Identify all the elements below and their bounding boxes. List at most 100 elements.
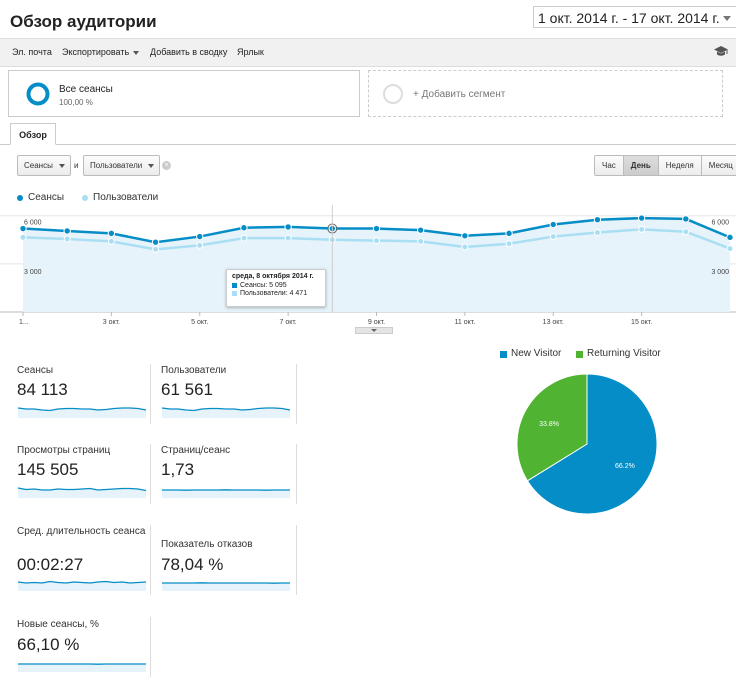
metric-divider [296,525,297,595]
chart-resize-handle[interactable] [355,327,393,334]
sessions-point[interactable] [416,226,425,234]
y-tick-label-left: 3 000 [24,269,42,276]
sparkline-area [162,582,290,591]
metric-value: 00:02:27 [17,555,84,574]
pie-slice-new-visitor[interactable] [526,373,658,515]
sessions-point[interactable] [593,216,602,224]
sessions-point[interactable] [505,229,513,238]
y-axis-ticks: 6 000 6 000 3 000 3 000 [24,220,729,276]
metric-divider [150,525,151,595]
secondary-metric-select[interactable]: Пользователи [83,155,160,176]
period-hour-button[interactable]: Час [595,156,624,175]
x-tick-label: 5 окт. [191,319,208,326]
tab-overview[interactable]: Обзор [10,123,56,145]
y-tick-label-right: 6 000 [711,220,729,227]
x-tick-label: 15 окт. [631,319,652,326]
sessions-point[interactable] [372,224,381,233]
add-segment-label: + Добавить сегмент [413,89,506,100]
users-point[interactable] [726,245,734,253]
date-range-label: 1 окт. 2014 г. - 17 окт. 2014 г. [538,10,720,26]
metric-label: Показатель отказов [161,539,253,550]
metric-divider [296,364,297,424]
users-point[interactable] [505,240,513,248]
pie-legend-new-visitor-swatch [500,351,507,358]
users-point[interactable] [63,235,71,243]
users-point[interactable] [240,234,248,242]
pie-label-new-visitor: 66.2% [615,463,635,470]
users-point[interactable] [461,243,469,251]
x-tick-label: 1... [19,319,29,326]
metric-label: Просмотры страниц [17,445,111,456]
users-point[interactable] [152,245,160,253]
sessions-line-chart[interactable]: 6 000 6 000 3 000 3 000 1... 3 окт. 5 окт. 7 о… [0,205,736,330]
graduation-cap-icon[interactable] [713,44,729,58]
report-toolbar: Эл. почта Экспортировать Добавить в свод… [0,38,736,67]
sparkline-area [18,664,146,672]
add-segment-button[interactable]: + Добавить сегмент [368,70,723,117]
tooltip-sessions-value: Сеансы: 5 095 [240,282,287,289]
users-point[interactable] [682,228,690,236]
sessions-point[interactable] [549,220,557,229]
metric-value: 1,73 [161,460,195,479]
primary-metric-select[interactable]: Сеансы [17,155,71,176]
period-week-button[interactable]: Неделя [658,156,702,175]
caret-down-icon [371,329,377,332]
sparkline [18,663,146,672]
sessions-point[interactable] [151,238,160,246]
x-tick-label: 13 окт. [543,319,564,326]
sessions-point[interactable] [682,215,690,223]
users-point[interactable] [549,233,557,241]
tooltip-date: среда, 8 октября 2014 г. [232,273,314,280]
users-point[interactable] [19,233,27,241]
period-selector: Час День Неделя Месяц [594,155,736,176]
users-point[interactable] [284,234,292,242]
empty-segment-ring-icon [383,84,403,104]
remove-metric-icon[interactable]: × [162,161,171,170]
pie-legend-returning-visitor-label[interactable]: Returning Visitor [587,348,661,359]
chevron-down-icon [723,16,731,21]
pie-slice-returning-visitor[interactable] [516,373,588,482]
sparkline-area [162,489,290,498]
sessions-point[interactable] [726,233,734,242]
users-point[interactable] [373,237,380,245]
sessions-point[interactable] [63,227,71,235]
users-point[interactable] [417,237,425,245]
email-button[interactable]: Эл. почта [12,47,52,57]
shortcut-button[interactable]: Ярлык [237,47,264,57]
users-point[interactable] [593,229,601,237]
tooltip-sessions-swatch [232,282,237,288]
tab-divider [0,144,736,145]
add-to-dashboard-button[interactable]: Добавить в сводку [150,47,228,57]
legend-sessions-label[interactable]: Сеансы [28,192,65,203]
pie-legend-new-visitor-label[interactable]: New Visitor [511,348,562,359]
users-point[interactable] [196,241,204,249]
sparkline-line [161,407,291,412]
tooltip-users-value: Пользователи: 4 471 [240,290,308,297]
sparkline [17,580,147,591]
legend-sessions-swatch [17,195,23,201]
period-month-button[interactable]: Месяц [701,156,736,175]
metric-value: 84 113 [17,380,68,399]
sessions-point[interactable] [461,232,469,240]
sessions-point[interactable] [196,232,204,241]
visitor-type-pie-chart[interactable]: 66.2% 33.8% [512,372,662,516]
sessions-point[interactable] [240,224,248,232]
export-label: Экспортировать [62,47,130,57]
sessions-point[interactable] [637,214,646,222]
segment-all-sessions[interactable]: Все сеансы 100,00 % [8,70,360,117]
sessions-point[interactable] [107,229,116,238]
users-point[interactable] [638,225,646,233]
export-menu-button[interactable]: Экспортировать [62,47,140,57]
date-range-picker[interactable]: 1 окт. 2014 г. - 17 окт. 2014 г. [533,6,736,28]
sparkline [162,582,290,591]
period-day-button[interactable]: День [623,156,659,175]
sparkline-area [18,581,146,591]
users-point[interactable] [107,237,115,245]
legend-users-label[interactable]: Пользователи [93,192,159,203]
metric-divider [296,444,297,504]
sessions-point[interactable] [284,223,292,231]
sessions-point[interactable] [19,224,27,233]
metric-label: Сеансы [17,365,54,376]
metric-divider [150,617,151,677]
x-axis-ticks: 1... 3 окт. 5 окт. 7 окт. 9 окт. 11 окт. 13 ок… [19,312,652,326]
